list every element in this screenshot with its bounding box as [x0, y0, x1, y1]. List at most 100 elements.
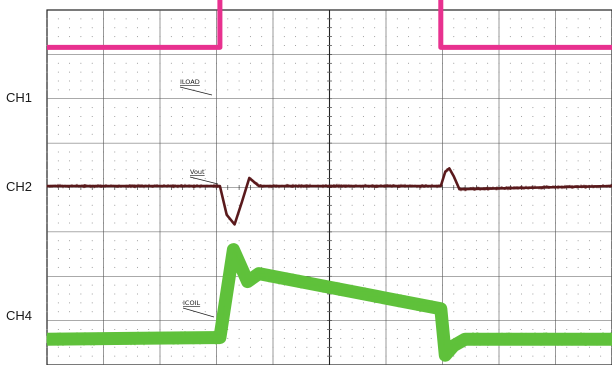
grid-dot — [555, 160, 556, 162]
trace-layer — [46, 0, 612, 362]
grid-dot — [283, 133, 285, 135]
grid-dot — [204, 346, 206, 348]
grid-dot — [509, 240, 511, 242]
grid-dot — [272, 337, 274, 339]
grid-dot — [566, 266, 568, 268]
grid-dot — [283, 266, 285, 268]
grid-dot — [442, 258, 443, 259]
grid-dot — [498, 355, 500, 357]
grid-dot — [182, 178, 184, 180]
grid-dot — [249, 249, 251, 251]
grid-dot — [442, 151, 443, 153]
grid-dot — [555, 169, 556, 171]
grid-dot — [317, 204, 319, 206]
grid-dot — [238, 284, 240, 286]
grid-dot — [272, 169, 274, 171]
grid-dot — [306, 178, 308, 180]
grid-dot — [329, 204, 330, 206]
grid-dot — [227, 80, 229, 82]
grid-dot — [532, 18, 534, 20]
grid-dot — [442, 133, 443, 135]
grid-dot — [600, 133, 602, 135]
grid-dot — [261, 62, 263, 64]
grid-dot — [588, 329, 590, 330]
grid-dot — [306, 124, 308, 126]
grid-dot — [340, 329, 342, 330]
grid-dot — [453, 151, 455, 153]
grid-dot — [80, 62, 82, 64]
grid-dot — [227, 116, 229, 117]
grid-dot — [261, 249, 263, 251]
grid-dot — [69, 89, 71, 91]
grid-dot — [419, 329, 421, 330]
grid-dot — [475, 178, 477, 180]
grid-dot — [238, 329, 240, 330]
grid-dot — [374, 311, 376, 313]
grid-dot — [295, 293, 297, 295]
grid-dot — [125, 151, 127, 153]
grid-dot — [261, 27, 263, 29]
grid-dot — [204, 249, 206, 251]
grid-dot — [509, 293, 511, 295]
grid-dot — [283, 355, 285, 357]
grid-dot — [249, 124, 251, 126]
grid-dot — [46, 169, 48, 171]
grid-dot — [69, 169, 71, 171]
grid-dot — [487, 222, 489, 224]
grid-dot — [498, 71, 500, 73]
grid-dot — [249, 293, 251, 295]
grid-dot — [430, 178, 432, 180]
grid-dot — [69, 133, 71, 135]
grid-dot — [340, 71, 342, 73]
grid-dot — [509, 222, 511, 224]
grid-dot — [227, 45, 229, 46]
grid-dot — [317, 222, 319, 224]
grid-dot — [408, 249, 410, 251]
grid-dot — [340, 258, 342, 259]
grid-dot — [317, 266, 319, 268]
grid-dot — [374, 249, 376, 251]
grid-dot — [46, 266, 48, 268]
grid-dot — [170, 240, 172, 242]
grid-dot — [509, 329, 511, 330]
grid-dot — [442, 89, 443, 91]
grid-dot — [295, 329, 297, 330]
grid-dot — [204, 71, 206, 73]
grid-dot — [249, 107, 251, 109]
grid-dot — [430, 62, 432, 64]
grid-dot — [216, 27, 217, 29]
grid-dot — [509, 284, 511, 286]
grid-dot — [588, 204, 590, 206]
grid-dot — [295, 133, 297, 135]
grid-dot — [408, 36, 410, 38]
grid-dot — [204, 18, 206, 20]
grid-dot — [475, 329, 477, 330]
grid-dot — [430, 107, 432, 109]
grid-dot — [442, 71, 443, 73]
grid-dot — [148, 62, 150, 64]
grid-dot — [148, 27, 150, 29]
grid-dot — [103, 151, 104, 153]
grid-dot — [91, 107, 93, 109]
grid-dot — [442, 195, 443, 197]
grid-dot — [170, 116, 172, 117]
grid-dot — [555, 222, 556, 224]
grid-dot — [80, 80, 82, 82]
grid-dot — [272, 133, 274, 135]
grid-dot — [588, 249, 590, 251]
grid-dot — [543, 36, 545, 38]
grid-dot — [216, 80, 217, 82]
grid-dot — [182, 346, 184, 348]
grid-dot — [103, 178, 104, 180]
grid-dot — [396, 89, 398, 91]
grid-dot — [408, 89, 410, 91]
grid-dot — [114, 302, 116, 304]
grid-dot — [385, 27, 387, 29]
grid-dot — [306, 240, 308, 242]
grid-dot — [464, 204, 466, 206]
grid-dot — [261, 45, 263, 46]
grid-dot — [577, 293, 579, 295]
grid-dot — [396, 169, 398, 171]
grid-dot — [374, 258, 376, 259]
